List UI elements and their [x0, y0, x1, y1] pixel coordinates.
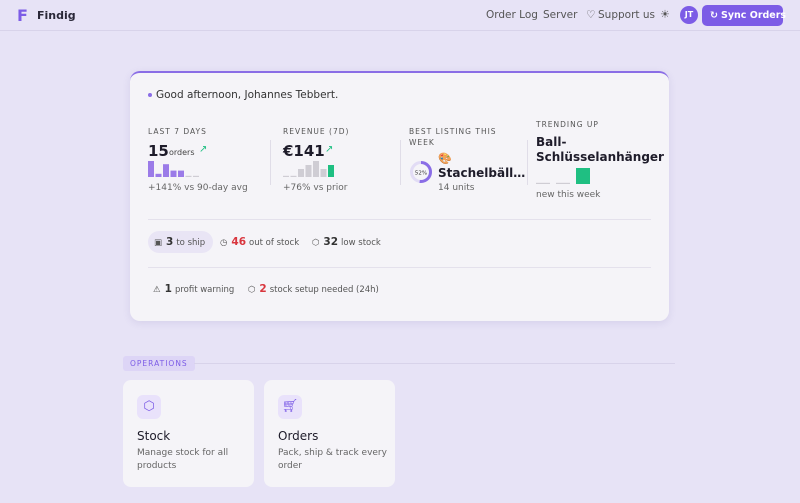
stat-value: €141 — [283, 142, 325, 160]
alert-count: 32 — [323, 236, 339, 248]
sync-button[interactable]: ↻ Sync Orders — [702, 5, 787, 26]
sync-icon: ↻ — [710, 10, 718, 21]
alert-chip[interactable]: ⬡ 32 low stock — [312, 236, 381, 248]
divider — [270, 140, 271, 185]
sparkline — [148, 161, 199, 177]
dot — [148, 93, 152, 97]
warning-text: stock setup needed (24h) — [269, 285, 379, 295]
section-label: OPERATIONS — [123, 356, 195, 371]
spark-bar — [320, 169, 327, 177]
logo[interactable]: F — [17, 6, 28, 25]
box-icon: ⬡ — [137, 395, 161, 419]
ring-arc — [410, 161, 432, 183]
divider — [148, 267, 651, 268]
theme-toggle[interactable]: ☀ — [660, 8, 670, 21]
sparkline — [536, 168, 590, 184]
card-title: Orders — [278, 429, 319, 443]
stat-note: new this week — [536, 190, 601, 200]
alert-count: 46 — [231, 236, 247, 248]
section-line — [194, 363, 675, 364]
spark-bar — [313, 161, 319, 177]
trend-name: Ball-Schlüsselanhänger — [536, 135, 664, 164]
heart-icon: ♡ — [586, 9, 596, 21]
spark-bar — [536, 182, 550, 184]
sparkline — [283, 161, 334, 177]
stat-note: +76% vs prior — [283, 183, 348, 193]
stat-note: +141% vs 90-day avg — [148, 183, 248, 193]
warning-chip[interactable]: ⚠ 1 profit warning — [153, 283, 235, 295]
ring-label: 52% — [415, 171, 427, 177]
alert-chip[interactable]: ◷ 46 out of stock — [220, 236, 300, 248]
stat-note: 14 units — [438, 183, 475, 193]
alert-text: to ship — [176, 238, 206, 248]
spark-bar — [290, 175, 297, 177]
top-bar: F Findig Order Log Server ♡ Support us ☀… — [0, 0, 800, 31]
alert-text: out of stock — [249, 238, 300, 248]
nav-link[interactable]: Support us — [598, 9, 655, 21]
ring: 52% — [410, 161, 432, 183]
alert-count: 3 — [166, 236, 174, 248]
warning-chip[interactable]: ⬡ 2 stock setup needed (24h) — [248, 283, 379, 295]
stat-value: 15 — [148, 142, 169, 160]
warning-count: 1 — [164, 283, 172, 295]
nav-link[interactable]: Server — [543, 9, 578, 21]
spark-bar — [305, 165, 312, 177]
summary-card — [130, 71, 669, 321]
trend-arrow: ↗ — [199, 144, 208, 155]
stat-label: BEST LISTING THIS WEEK — [409, 127, 497, 147]
spark-bar — [298, 169, 304, 177]
card-desc: Manage stock for all products — [137, 448, 229, 471]
alert-text: low stock — [341, 238, 381, 248]
spark-bar — [155, 173, 162, 177]
avatar[interactable]: JT — [680, 6, 698, 24]
sync-label: Sync Orders — [721, 10, 787, 21]
stat-unit: orders — [169, 148, 195, 157]
cart-icon: 🛒︎ — [278, 395, 302, 419]
warning-count: 2 — [259, 283, 267, 295]
divider — [400, 140, 401, 185]
stock-card[interactable]: ⬡ Stock Manage stock for all products — [123, 380, 254, 487]
spark-bar — [178, 170, 184, 177]
nav-link[interactable]: Order Log — [486, 9, 538, 21]
trend-arrow: ↗ — [325, 144, 334, 155]
listing-name: Stachelbäll… — [438, 166, 526, 180]
card-title: Stock — [137, 429, 171, 443]
card-desc: Pack, ship & track every order — [278, 448, 387, 471]
spark-bar — [283, 175, 289, 177]
warning-text: profit warning — [174, 285, 235, 295]
stat-label: REVENUE (7D) — [283, 127, 350, 136]
brand[interactable]: Findig — [37, 9, 76, 22]
spark-bar — [576, 168, 590, 184]
spark-bar — [148, 161, 154, 177]
alert-chip[interactable]: ▣ 3 to ship — [148, 231, 214, 253]
spark-bar — [556, 182, 570, 184]
spark-bar — [185, 175, 192, 177]
listing-icon: 🎨 — [438, 152, 452, 165]
spark-bar — [163, 164, 169, 177]
orders-card[interactable]: 🛒︎ Orders Pack, ship & track every order — [264, 380, 395, 487]
spark-bar — [170, 170, 177, 177]
greeting: Good afternoon, Johannes Tebbert. — [156, 89, 339, 101]
spark-bar — [193, 175, 199, 177]
stat-label: LAST 7 DAYS — [148, 127, 207, 136]
stat-label: TRENDING UP — [536, 120, 599, 129]
spark-bar — [328, 165, 334, 177]
divider — [148, 219, 651, 220]
divider — [527, 140, 528, 185]
